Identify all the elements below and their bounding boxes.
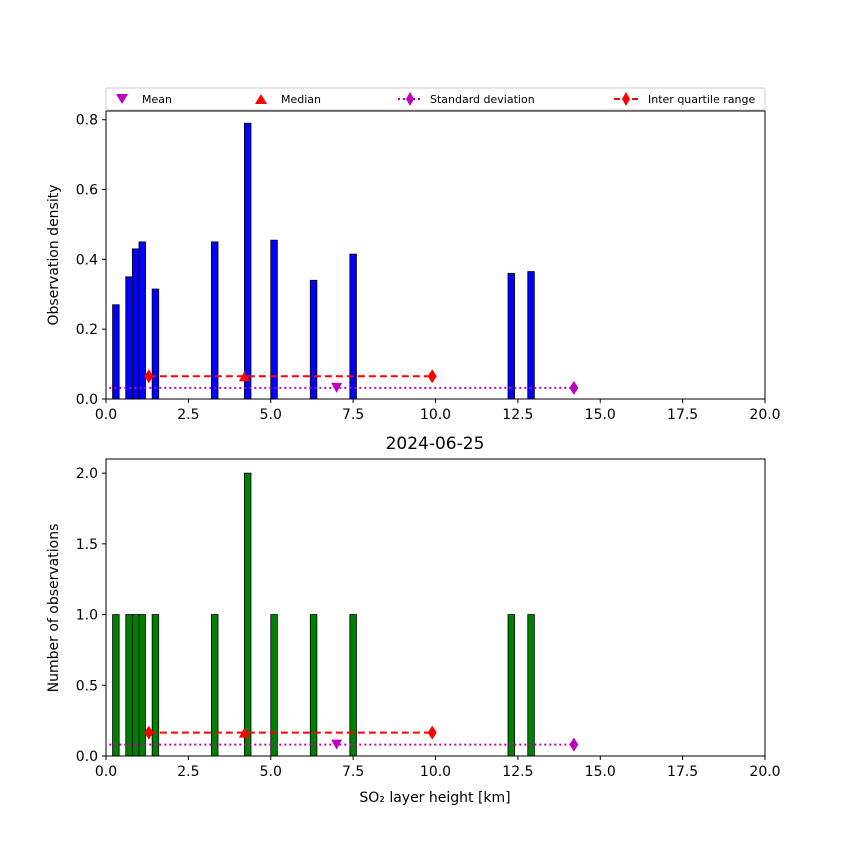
diamond-icon [622, 92, 630, 106]
legend: Mean Median Standard deviation Inter qua… [105, 87, 766, 111]
triangle-down-icon [116, 94, 128, 104]
counts-mean-marker [331, 739, 343, 750]
density-mean-marker [331, 382, 343, 393]
counts-x-tick-label: 17.5 [667, 764, 698, 780]
density-x-tick-label: 5.0 [260, 407, 282, 423]
counts-bar [527, 614, 535, 757]
density-bar [243, 122, 252, 400]
counts-bar [131, 614, 140, 757]
legend-entry-standard-deviation: Standard deviation [398, 92, 535, 106]
density-iqr-end-marker [427, 369, 437, 384]
counts-bars [112, 472, 535, 757]
counts-x-tick-label: 10.0 [420, 764, 451, 780]
triangle-up-icon [255, 94, 267, 104]
counts-x-tick-label: 12.5 [502, 764, 533, 780]
chart-title: 2024-06-25 [386, 434, 485, 454]
counts-x-tick-label: 2.5 [177, 764, 199, 780]
counts-bar [349, 614, 357, 757]
density-bar [507, 272, 515, 400]
density-bar [527, 271, 535, 400]
counts-bar [270, 614, 278, 757]
legend-entry-inter-quartile-range: Inter quartile range [614, 92, 755, 106]
legend-label-inter-quartile-range: Inter quartile range [648, 93, 755, 106]
density-x-tick-label: 10.0 [420, 407, 451, 423]
density-y-tick-label: 0.8 [76, 113, 98, 129]
legend-entry-median: Median [255, 93, 321, 106]
density-x-tick-label: 15.0 [585, 407, 616, 423]
density-x-tick-label: 2.5 [177, 407, 199, 423]
counts-y-tick-label: 2.0 [76, 466, 98, 482]
counts-x-tick-label: 5.0 [260, 764, 282, 780]
counts-bar [125, 614, 133, 757]
density-iqr-start-marker [144, 369, 154, 384]
density-bar [138, 241, 146, 400]
density-x-tick-label: 0.0 [95, 407, 117, 423]
counts-y-tick-label: 1.5 [76, 537, 98, 553]
legend-label-standard-deviation: Standard deviation [430, 93, 535, 106]
density-x-tick-label: 20.0 [749, 407, 780, 423]
counts-x-axis-label: SO₂ layer height [km] [359, 790, 510, 806]
density-y-tick-label: 0.0 [76, 392, 98, 408]
counts-panel: 0.0 2.5 5.0 7.5 10.0 12.5 15.0 17.5 20.0 0.0 0.5 1… [46, 458, 781, 806]
counts-y-tick-label: 0.5 [76, 678, 98, 694]
density-x-tick-label: 17.5 [667, 407, 698, 423]
counts-bar [112, 614, 120, 757]
counts-y-tick-label: 0.0 [76, 749, 98, 765]
density-x-axis: 0.0 2.5 5.0 7.5 10.0 12.5 15.0 17.5 20.0 [95, 399, 781, 423]
legend-frame [105, 87, 766, 111]
legend-entry-mean: Mean [116, 93, 172, 106]
density-std-marker [569, 380, 579, 395]
density-y-tick-label: 0.6 [76, 183, 98, 199]
counts-bar [243, 472, 252, 757]
counts-bar [507, 614, 515, 757]
counts-x-tick-label: 0.0 [95, 764, 117, 780]
density-bar [151, 288, 160, 400]
counts-y-axis: 0.0 0.5 1.0 1.5 2.0 [76, 466, 106, 765]
density-x-tick-label: 7.5 [342, 407, 364, 423]
counts-iqr-end-marker [427, 725, 437, 740]
density-x-tick-label: 12.5 [502, 407, 533, 423]
density-y-axis: 0.0 0.2 0.4 0.6 0.8 [76, 113, 106, 408]
density-panel: 0.0 2.5 5.0 7.5 10.0 12.5 15.0 17.5 20.0 0.00.20… [46, 110, 781, 423]
density-bar [270, 239, 278, 400]
density-y-tick-label: 0.4 [76, 252, 98, 268]
counts-std-marker [569, 737, 579, 752]
density-bar [112, 304, 120, 400]
counts-x-axis: 0.0 2.5 5.0 7.5 10.0 12.5 15.0 17.5 20.0 [95, 756, 781, 780]
density-y-axis-label: Observation density [46, 184, 62, 325]
legend-label-mean: Mean [142, 93, 172, 106]
counts-y-axis-label: Number of observations [46, 524, 62, 693]
diamond-icon [406, 92, 414, 106]
counts-bar [309, 614, 318, 757]
density-bar [309, 279, 318, 400]
counts-iqr-start-marker [144, 725, 154, 740]
density-median-marker [238, 371, 250, 382]
density-bar [125, 276, 133, 400]
counts-statistics [109, 725, 579, 752]
counts-bar [151, 614, 160, 757]
density-statistics [109, 369, 579, 395]
counts-bar [211, 614, 219, 757]
counts-median-marker [238, 727, 250, 738]
counts-bar [138, 614, 146, 757]
density-y-tick-label: 0.2 [76, 322, 98, 338]
counts-x-tick-label: 15.0 [585, 764, 616, 780]
counts-y-tick-label: 1.0 [76, 608, 98, 624]
counts-x-tick-label: 20.0 [749, 764, 780, 780]
legend-label-median: Median [281, 93, 321, 106]
counts-x-tick-label: 7.5 [342, 764, 364, 780]
density-bar [131, 248, 140, 400]
